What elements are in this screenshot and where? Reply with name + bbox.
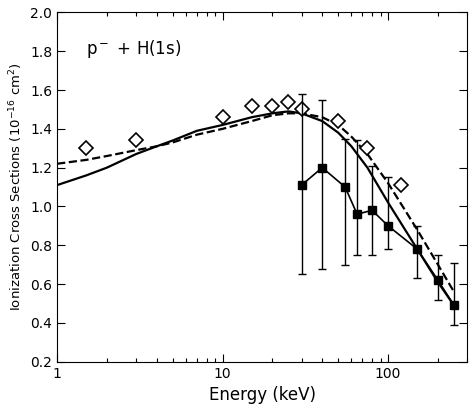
Y-axis label: Ionization Cross Sections ($10^{-16}$ cm$^2$): Ionization Cross Sections ($10^{-16}$ cm… [7,62,25,312]
X-axis label: Energy (keV): Energy (keV) [209,386,316,404]
Text: p$^-$ + H(1s): p$^-$ + H(1s) [86,38,181,60]
